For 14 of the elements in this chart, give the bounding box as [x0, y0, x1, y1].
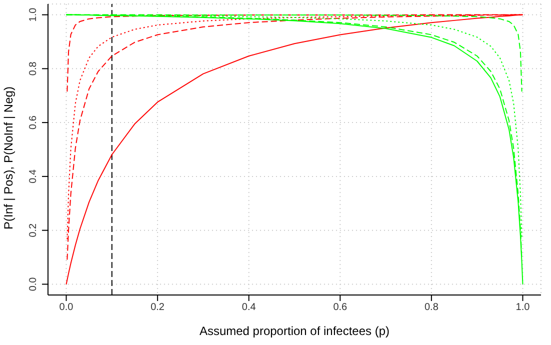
x-tick-label: 0.0: [59, 302, 74, 314]
y-tick-label: 0.8: [28, 61, 39, 76]
y-tick-label: 0.6: [28, 115, 39, 130]
y-axis-title: P(Inf | Pos), P(NoInf | Neg): [1, 86, 16, 230]
y-tick-label: 0.4: [28, 169, 39, 184]
y-tick-label: 0.0: [28, 276, 39, 292]
x-tick-label: 0.8: [424, 302, 439, 314]
y-tick-label: 0.2: [28, 222, 39, 238]
x-tick-label: 0.4: [242, 302, 256, 314]
x-tick-label: 0.2: [150, 302, 165, 314]
y-tick-label: 1.0: [28, 7, 39, 22]
x-tick-label: 1.0: [516, 302, 530, 314]
x-tick-label: 0.6: [333, 302, 348, 314]
x-axis-title: Assumed proportion of infectees (p): [199, 324, 390, 338]
